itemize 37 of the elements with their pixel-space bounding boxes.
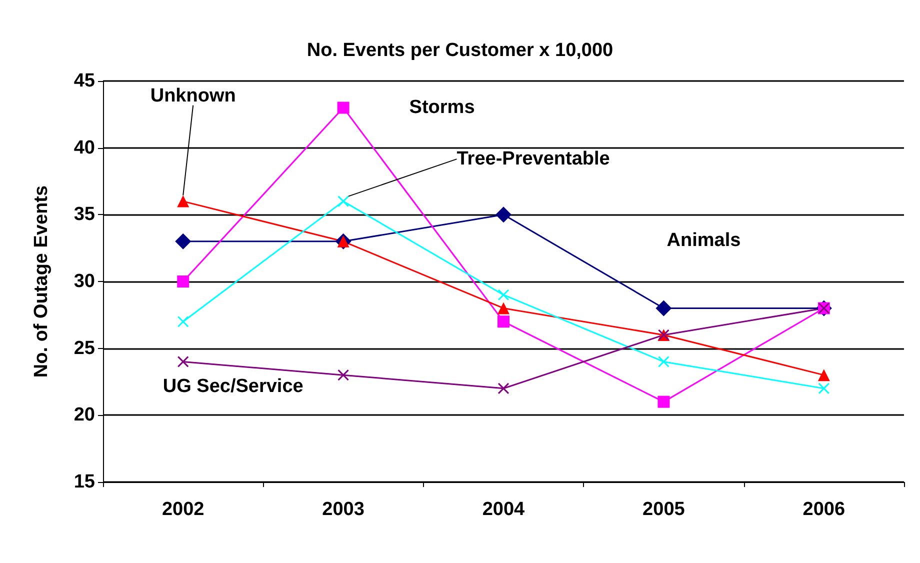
text: Storms	[409, 97, 475, 118]
text: Animals	[666, 230, 741, 252]
point	[658, 356, 670, 368]
y-tick-label: 30	[74, 271, 95, 292]
point	[177, 316, 189, 328]
x-tick-label: 2003	[322, 499, 364, 520]
point	[177, 356, 189, 368]
y-tick-label: 15	[74, 472, 96, 492]
y-tick-label: 35	[74, 204, 96, 226]
point	[818, 369, 830, 382]
text: Unknown	[150, 85, 236, 106]
x-tick-label: 2006	[802, 499, 846, 520]
point	[498, 302, 510, 314]
text: Tree-Preventable	[456, 148, 610, 170]
point	[175, 233, 192, 250]
point	[177, 195, 190, 208]
point	[498, 289, 510, 301]
point	[498, 382, 510, 394]
x-tick-label: 2005	[642, 499, 686, 520]
x-tick-label: 2002	[162, 499, 204, 520]
point	[338, 196, 350, 208]
point	[498, 316, 510, 328]
y-axis-title: No. of Outage Events	[31, 185, 52, 378]
y-tick-label: 25	[74, 338, 96, 359]
x-tick-label: 2004	[482, 499, 526, 520]
point	[818, 382, 830, 394]
point	[337, 102, 350, 114]
chart-title: No. Events per Customer x 10,000	[306, 40, 614, 61]
y-tick-label: 20	[74, 404, 95, 426]
point	[656, 300, 672, 316]
point	[177, 276, 190, 288]
point	[496, 206, 512, 223]
y-tick-label: 40	[74, 137, 95, 158]
point	[338, 369, 350, 381]
series-label: UG Sec/Service	[162, 376, 304, 397]
point	[658, 396, 670, 408]
y-tick-label: 45	[74, 70, 96, 92]
